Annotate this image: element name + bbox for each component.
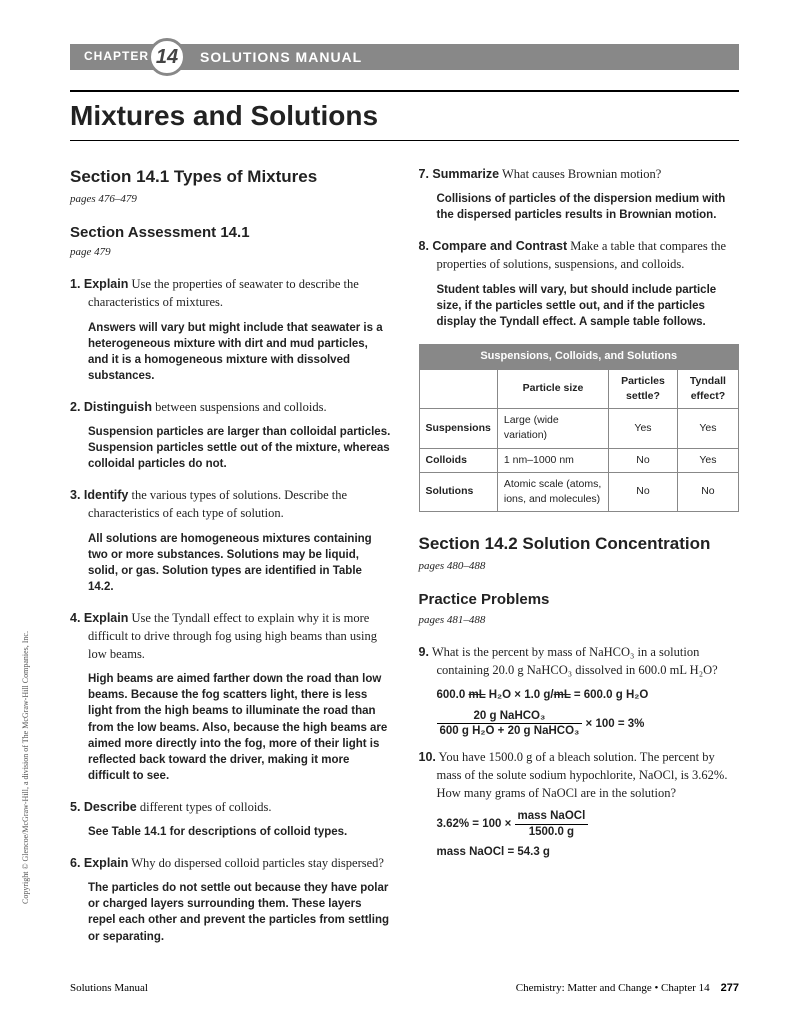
footer-left: Solutions Manual	[70, 982, 148, 994]
question-4: 4. Explain Use the Tyndall effect to exp…	[88, 609, 391, 663]
table-row: Suspensions Large (wide variation) Yes Y…	[419, 409, 739, 448]
comparison-table: Suspensions, Colloids, and Solutions Par…	[419, 344, 740, 512]
col-2: Particles settle?	[609, 369, 678, 408]
formula-9a: 600.0 mL H₂O × 1.0 g/mL = 600.0 g H₂O	[437, 687, 740, 704]
q1-text: Use the properties of seawater to descri…	[88, 277, 359, 309]
formula-9b: 20 g NaHCO₃ 600 g H₂O + 20 g NaHCO₃ × 10…	[437, 710, 740, 738]
r1c1: 1 nm–1000 nm	[497, 448, 608, 472]
col-0	[419, 369, 497, 408]
f9a-pre: 600.0	[437, 689, 469, 701]
answer-7: Collisions of particles of the dispersio…	[437, 191, 740, 223]
table-title: Suspensions, Colloids, and Solutions	[419, 344, 739, 369]
footer-text: Chemistry: Matter and Change • Chapter 1…	[516, 982, 710, 994]
answer-8: Student tables will vary, but should inc…	[437, 282, 740, 330]
f9b-top: 20 g NaHCO₃	[437, 710, 583, 725]
r0c3: Yes	[677, 409, 738, 448]
f10a-top: mass NaOCl	[515, 810, 589, 825]
question-3: 3. Identify the various types of solutio…	[88, 486, 391, 522]
r2c1: Atomic scale (atoms, ions, and molecules…	[497, 472, 608, 511]
question-5: 5. Describe different types of colloids.	[88, 798, 391, 816]
page-footer: Solutions Manual Chemistry: Matter and C…	[70, 982, 739, 994]
formula-10b: mass NaOCl = 54.3 g	[437, 844, 740, 861]
col-1: Particle size	[497, 369, 608, 408]
r1c3: Yes	[677, 448, 738, 472]
f9a-s1: mL	[468, 689, 485, 701]
fraction-10a: mass NaOCl 1500.0 g	[515, 810, 589, 838]
q4-text: Use the Tyndall effect to explain why it…	[88, 611, 377, 661]
answer-3: All solutions are homogeneous mixtures c…	[88, 531, 391, 595]
fraction-9b: 20 g NaHCO₃ 600 g H₂O + 20 g NaHCO₃	[437, 710, 583, 738]
answer-1: Answers will vary but might include that…	[88, 320, 391, 384]
q2-text: between suspensions and colloids.	[152, 400, 327, 414]
practice-problems-pages: pages 481–488	[419, 613, 740, 629]
f10a-pre: 3.62% = 100 ×	[437, 818, 515, 830]
chapter-number: 14	[156, 46, 178, 69]
q9-num: 9.	[419, 645, 429, 659]
r1c2: No	[609, 448, 678, 472]
q9-text: What is the percent by mass of NaHCO₃ in…	[429, 645, 718, 677]
r0c0: Suspensions	[419, 409, 497, 448]
practice-problems-title: Practice Problems	[419, 589, 740, 611]
assessment-page: page 479	[70, 245, 391, 261]
question-9: 9. What is the percent by mass of NaHCO₃…	[437, 643, 740, 679]
rule-bottom	[70, 140, 739, 141]
page-number: 277	[721, 982, 739, 994]
table-row: Colloids 1 nm–1000 nm No Yes	[419, 448, 739, 472]
q7-num: 7. Summarize	[419, 167, 500, 181]
q7-text: What causes Brownian motion?	[499, 167, 661, 181]
manual-label: SOLUTIONS MANUAL	[200, 49, 362, 65]
copyright-notice: Copyright © Glencoe/McGraw-Hill, a divis…	[21, 631, 30, 904]
answer-6: The particles do not settle out because …	[88, 880, 391, 944]
assessment-title: Section Assessment 14.1	[70, 222, 391, 244]
q5-text: different types of colloids.	[137, 800, 272, 814]
q5-num: 5. Describe	[70, 800, 137, 814]
f9a-mid: H₂O × 1.0 g/	[486, 689, 554, 701]
r2c2: No	[609, 472, 678, 511]
q10-text: You have 1500.0 g of a bleach solution. …	[436, 750, 728, 800]
answer-4: High beams are aimed farther down the ro…	[88, 671, 391, 784]
question-7: 7. Summarize What causes Brownian motion…	[437, 165, 740, 183]
r2c0: Solutions	[419, 472, 497, 511]
section-14-2-pages: pages 480–488	[419, 559, 740, 575]
question-6: 6. Explain Why do dispersed colloid part…	[88, 854, 391, 872]
f9b-bot: 600 g H₂O + 20 g NaHCO₃	[437, 724, 583, 738]
f10a-bot: 1500.0 g	[515, 825, 589, 839]
question-1: 1. Explain Use the properties of seawate…	[88, 275, 391, 311]
table-row: Solutions Atomic scale (atoms, ions, and…	[419, 472, 739, 511]
section-14-1-title: Section 14.1 Types of Mixtures	[70, 165, 391, 190]
footer-right: Chemistry: Matter and Change • Chapter 1…	[516, 982, 739, 994]
q10-num: 10.	[419, 750, 436, 764]
q4-num: 4. Explain	[70, 611, 128, 625]
rule-top	[70, 90, 739, 92]
col-3: Tyndall effect?	[677, 369, 738, 408]
left-column: Section 14.1 Types of Mixtures pages 476…	[70, 165, 391, 959]
q3-num: 3. Identify	[70, 488, 128, 502]
chapter-banner: CHAPTER 14 SOLUTIONS MANUAL	[70, 38, 739, 76]
answer-2: Suspension particles are larger than col…	[88, 424, 391, 472]
chapter-label: CHAPTER	[84, 49, 149, 63]
f9b-eq: × 100 = 3%	[582, 718, 644, 730]
f9a-post: = 600.0 g H₂O	[571, 689, 649, 701]
q1-num: 1. Explain	[70, 277, 128, 291]
q8-num: 8. Compare and Contrast	[419, 239, 568, 253]
r2c3: No	[677, 472, 738, 511]
q2-num: 2. Distinguish	[70, 400, 152, 414]
question-10: 10. You have 1500.0 g of a bleach soluti…	[437, 748, 740, 802]
section-14-2-title: Section 14.2 Solution Concentration	[419, 532, 740, 557]
question-2: 2. Distinguish between suspensions and c…	[88, 398, 391, 416]
right-column: 7. Summarize What causes Brownian motion…	[419, 165, 740, 959]
question-8: 8. Compare and Contrast Make a table tha…	[437, 237, 740, 273]
r1c0: Colloids	[419, 448, 497, 472]
f9a-s2: mL	[554, 689, 571, 701]
chapter-circle: 14	[148, 38, 186, 76]
q6-num: 6. Explain	[70, 856, 128, 870]
answer-5: See Table 14.1 for descriptions of collo…	[88, 824, 391, 840]
r0c1: Large (wide variation)	[497, 409, 608, 448]
q6-text: Why do dispersed colloid particles stay …	[128, 856, 384, 870]
formula-10a: 3.62% = 100 × mass NaOCl 1500.0 g	[437, 810, 740, 838]
page-title: Mixtures and Solutions	[70, 100, 739, 132]
r0c2: Yes	[609, 409, 678, 448]
section-14-1-pages: pages 476–479	[70, 192, 391, 208]
